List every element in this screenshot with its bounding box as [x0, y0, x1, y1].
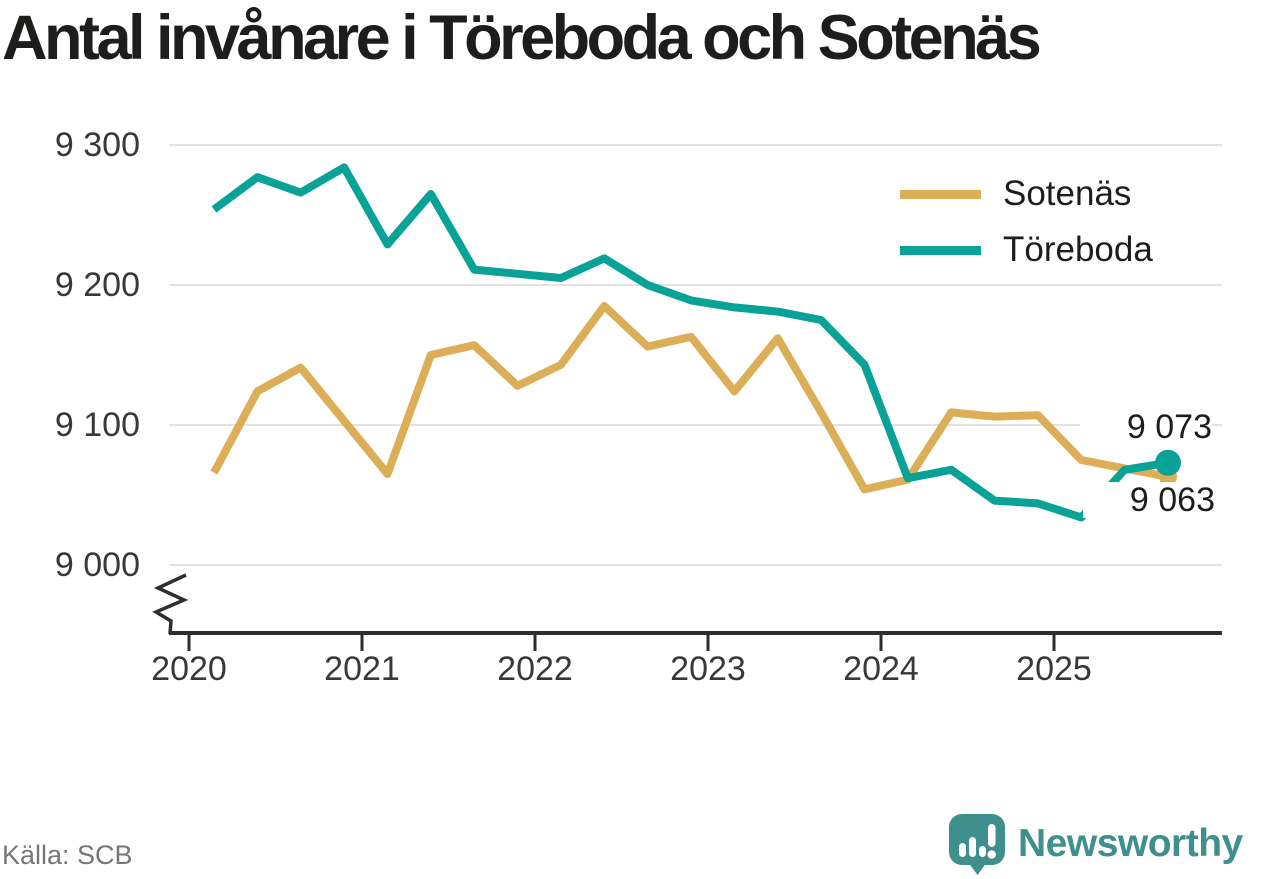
y-tick-label: 9 000: [54, 546, 140, 584]
end-value-label-sotenas: 9 063: [1083, 482, 1215, 518]
axis-break-icon: [152, 573, 189, 635]
legend: Sotenäs Töreboda: [900, 166, 1153, 278]
legend-label-toreboda: Töreboda: [1003, 230, 1153, 269]
series-line-toreboda: [211, 163, 1169, 522]
x-tick-label: 2022: [497, 650, 573, 688]
x-tick-label: 2025: [1016, 650, 1092, 688]
y-tick-label: 9 100: [54, 406, 140, 444]
chart-title: Antal invånare i Töreboda och Sotenäs: [2, 3, 1042, 73]
series-lines: [210, 163, 1169, 522]
newsworthy-logo: Newsworthy: [948, 812, 1243, 876]
y-tick-label: 9 300: [54, 126, 140, 164]
x-tick-label: 2020: [151, 650, 227, 688]
legend-swatch-sotenas: [900, 189, 981, 199]
legend-item-toreboda: Töreboda: [900, 222, 1153, 278]
source-caption: Källa: SCB: [2, 840, 133, 870]
newsworthy-logo-icon: [949, 814, 1005, 875]
x-tick-label: 2021: [324, 650, 400, 688]
end-dots: [1155, 449, 1181, 486]
end-dot-toreboda: [1155, 449, 1181, 476]
end-value-label-toreboda: 9 073: [1080, 409, 1212, 445]
newsworthy-logo-text: Newsworthy: [1018, 822, 1243, 865]
series-line-sotenas: [210, 302, 1169, 494]
x-axis: [169, 631, 1222, 651]
x-tick-label: 2023: [670, 650, 746, 688]
x-tick-label: 2024: [843, 650, 919, 688]
legend-item-sotenas: Sotenäs: [900, 166, 1153, 222]
legend-label-sotenas: Sotenäs: [1003, 174, 1132, 213]
legend-swatch-toreboda: [900, 245, 981, 255]
y-tick-label: 9 200: [54, 266, 140, 304]
